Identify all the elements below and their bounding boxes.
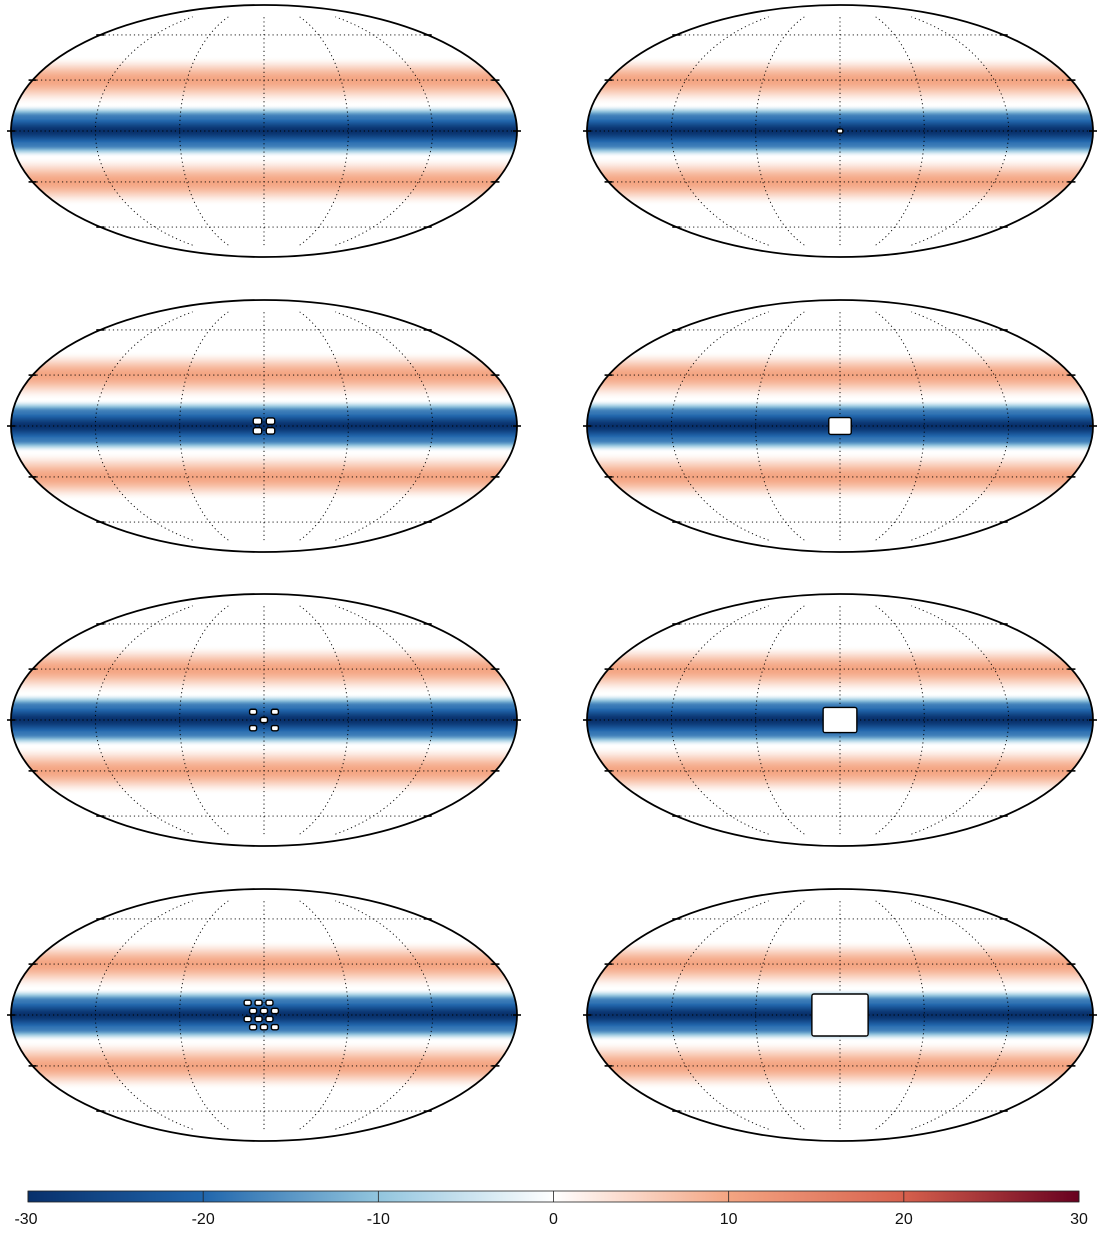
graticule-meridian xyxy=(179,311,229,541)
edge-ticks xyxy=(583,623,1097,817)
colorbar-tick-label: 30 xyxy=(1070,1211,1088,1228)
region-box xyxy=(270,1007,280,1015)
graticule-meridian xyxy=(755,16,805,246)
graticule-meridian xyxy=(875,16,925,246)
colorbar-tick-label: 10 xyxy=(720,1211,738,1228)
region-markers xyxy=(836,128,844,134)
region-markers xyxy=(822,706,858,734)
graticule-meridian xyxy=(911,16,1010,246)
graticule-meridian xyxy=(670,900,769,1130)
graticule-meridian xyxy=(335,311,434,541)
graticule-meridian xyxy=(299,900,349,1130)
edge-ticks xyxy=(7,918,521,1112)
graticule-meridian xyxy=(94,605,193,835)
colorbar-tick-label: 20 xyxy=(895,1211,913,1228)
region-box xyxy=(811,993,869,1037)
region-markers xyxy=(248,708,280,732)
map-panel-r3c2 xyxy=(583,593,1097,847)
region-box xyxy=(270,1023,280,1031)
region-box xyxy=(254,999,263,1007)
region-box xyxy=(265,427,276,435)
region-box xyxy=(265,1015,274,1023)
map-panels xyxy=(7,4,1097,1142)
colorbar-tick-label: -10 xyxy=(367,1211,390,1228)
graticule-meridian xyxy=(911,605,1010,835)
region-box xyxy=(248,1007,258,1015)
region-markers xyxy=(811,993,869,1037)
map-panel-r4c2 xyxy=(583,888,1097,1142)
graticule-meridian xyxy=(299,16,349,246)
graticule-meridian xyxy=(179,900,229,1130)
edge-ticks xyxy=(7,623,521,817)
map-panel-r2c1 xyxy=(7,299,521,553)
region-markers xyxy=(252,417,276,435)
graticule-meridian xyxy=(94,311,193,541)
map-panel-r1c2 xyxy=(583,4,1097,258)
graticule xyxy=(11,16,517,246)
graticule-meridian xyxy=(755,311,805,541)
region-box xyxy=(254,1015,263,1023)
graticule-meridian xyxy=(911,900,1010,1130)
graticule-meridian xyxy=(755,605,805,835)
graticule-meridian xyxy=(299,311,349,541)
map-panel-r2c2 xyxy=(583,299,1097,553)
region-box xyxy=(265,417,276,425)
region-box xyxy=(259,716,269,724)
graticule-meridian xyxy=(875,311,925,541)
region-box xyxy=(243,999,252,1007)
region-box xyxy=(822,706,858,734)
colorbar: -30 -20 -10 0 10 20 30 xyxy=(14,1190,1088,1228)
graticule-meridian xyxy=(335,605,434,835)
graticule-meridian xyxy=(179,16,229,246)
region-box xyxy=(828,416,852,436)
region-markers xyxy=(243,999,280,1031)
region-box xyxy=(248,1023,258,1031)
graticule-meridian xyxy=(179,605,229,835)
colorbar-tick-label: 0 xyxy=(549,1211,558,1228)
region-box xyxy=(270,724,280,732)
graticule-meridian xyxy=(875,605,925,835)
graticule xyxy=(11,900,517,1130)
edge-ticks xyxy=(583,34,1097,228)
colorbar-tick-label: -30 xyxy=(14,1211,37,1228)
graticule-meridian xyxy=(335,900,434,1130)
region-box xyxy=(248,708,258,716)
graticule-meridian xyxy=(755,900,805,1130)
graticule-meridian xyxy=(94,16,193,246)
graticule-meridian xyxy=(670,16,769,246)
region-box xyxy=(259,1007,269,1015)
graticule-meridian xyxy=(670,605,769,835)
map-panel-r1c1 xyxy=(7,4,521,258)
region-box xyxy=(252,427,263,435)
region-box xyxy=(836,128,844,134)
region-box xyxy=(259,1023,269,1031)
graticule-meridian xyxy=(299,605,349,835)
graticule-meridian xyxy=(875,900,925,1130)
region-box xyxy=(248,724,258,732)
region-box xyxy=(270,708,280,716)
map-panel-r4c1 xyxy=(7,888,521,1142)
colorbar-tick-label: -20 xyxy=(192,1211,215,1228)
region-box xyxy=(252,417,263,425)
edge-ticks xyxy=(7,34,521,228)
region-box xyxy=(243,1015,252,1023)
edge-ticks xyxy=(7,329,521,523)
edge-ticks xyxy=(583,918,1097,1112)
graticule-meridian xyxy=(911,311,1010,541)
graticule-meridian xyxy=(335,16,434,246)
map-panel-r3c1 xyxy=(7,593,521,847)
colorbar-ticks: -30 -20 -10 0 10 20 30 xyxy=(14,1191,1088,1228)
graticule xyxy=(11,311,517,541)
graticule-meridian xyxy=(94,900,193,1130)
region-box xyxy=(265,999,274,1007)
graticule-meridian xyxy=(670,311,769,541)
edge-ticks xyxy=(583,329,1097,523)
region-markers xyxy=(828,416,852,436)
